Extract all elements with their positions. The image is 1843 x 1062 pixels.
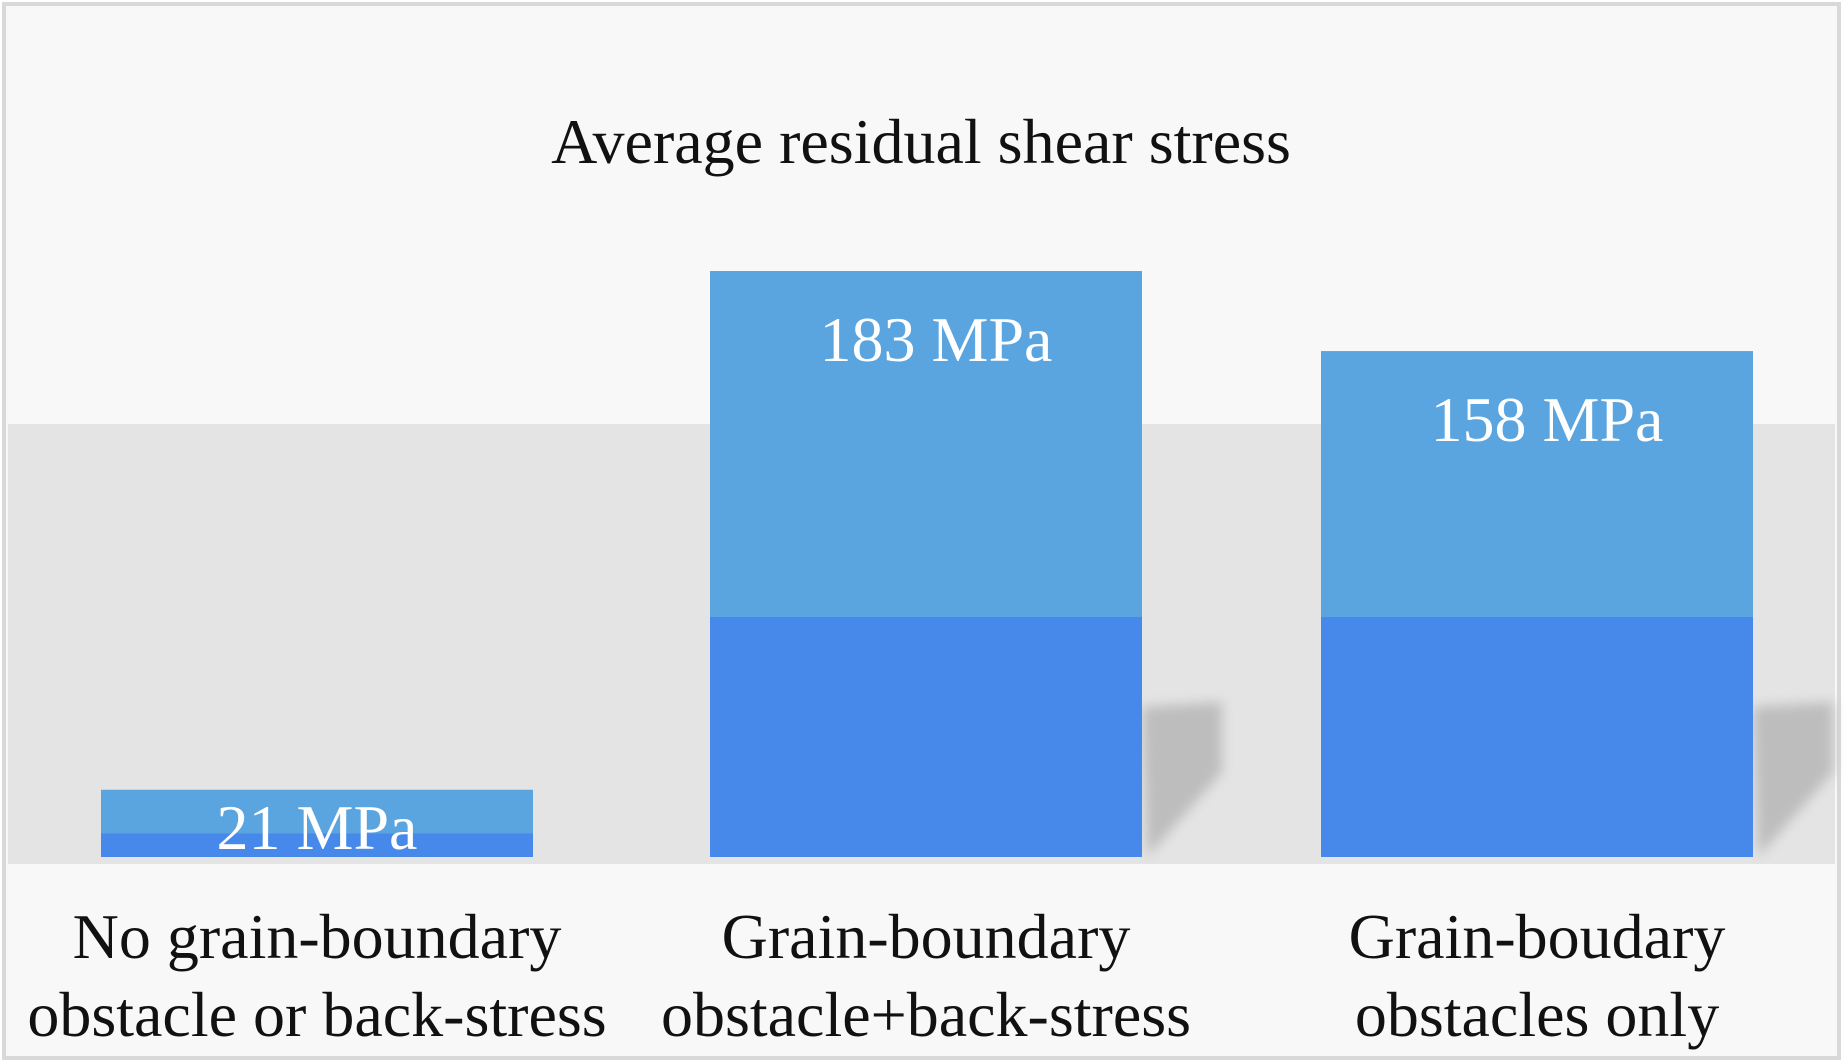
value-label-3: 158 MPa — [1431, 384, 1664, 455]
bar-2-lower — [710, 617, 1142, 857]
bar-3-lower — [1321, 617, 1753, 857]
chart-title: Average residual shear stress — [551, 106, 1291, 177]
category-label-3-line-1: Grain-boudary — [1349, 901, 1726, 972]
bar-shadow-3 — [1753, 702, 1833, 857]
value-label-2: 183 MPa — [820, 304, 1053, 375]
category-label-1-line-2: obstacle or back-stress — [27, 979, 606, 1050]
bars — [101, 271, 1753, 857]
category-label-1-line-1: No grain-boundary — [73, 901, 562, 972]
bar-1-lower — [101, 833, 533, 857]
category-label-2-line-2: obstacle+back-stress — [661, 979, 1191, 1050]
bar-shadow-2 — [1142, 702, 1222, 857]
value-labels: 21 MPa 183 MPa 158 MPa — [217, 304, 1664, 863]
value-label-1: 21 MPa — [217, 792, 418, 863]
category-label-3-line-2: obstacles only — [1355, 979, 1719, 1050]
bar-shadows — [1142, 702, 1833, 857]
category-label-2-line-1: Grain-boundary — [722, 901, 1131, 972]
